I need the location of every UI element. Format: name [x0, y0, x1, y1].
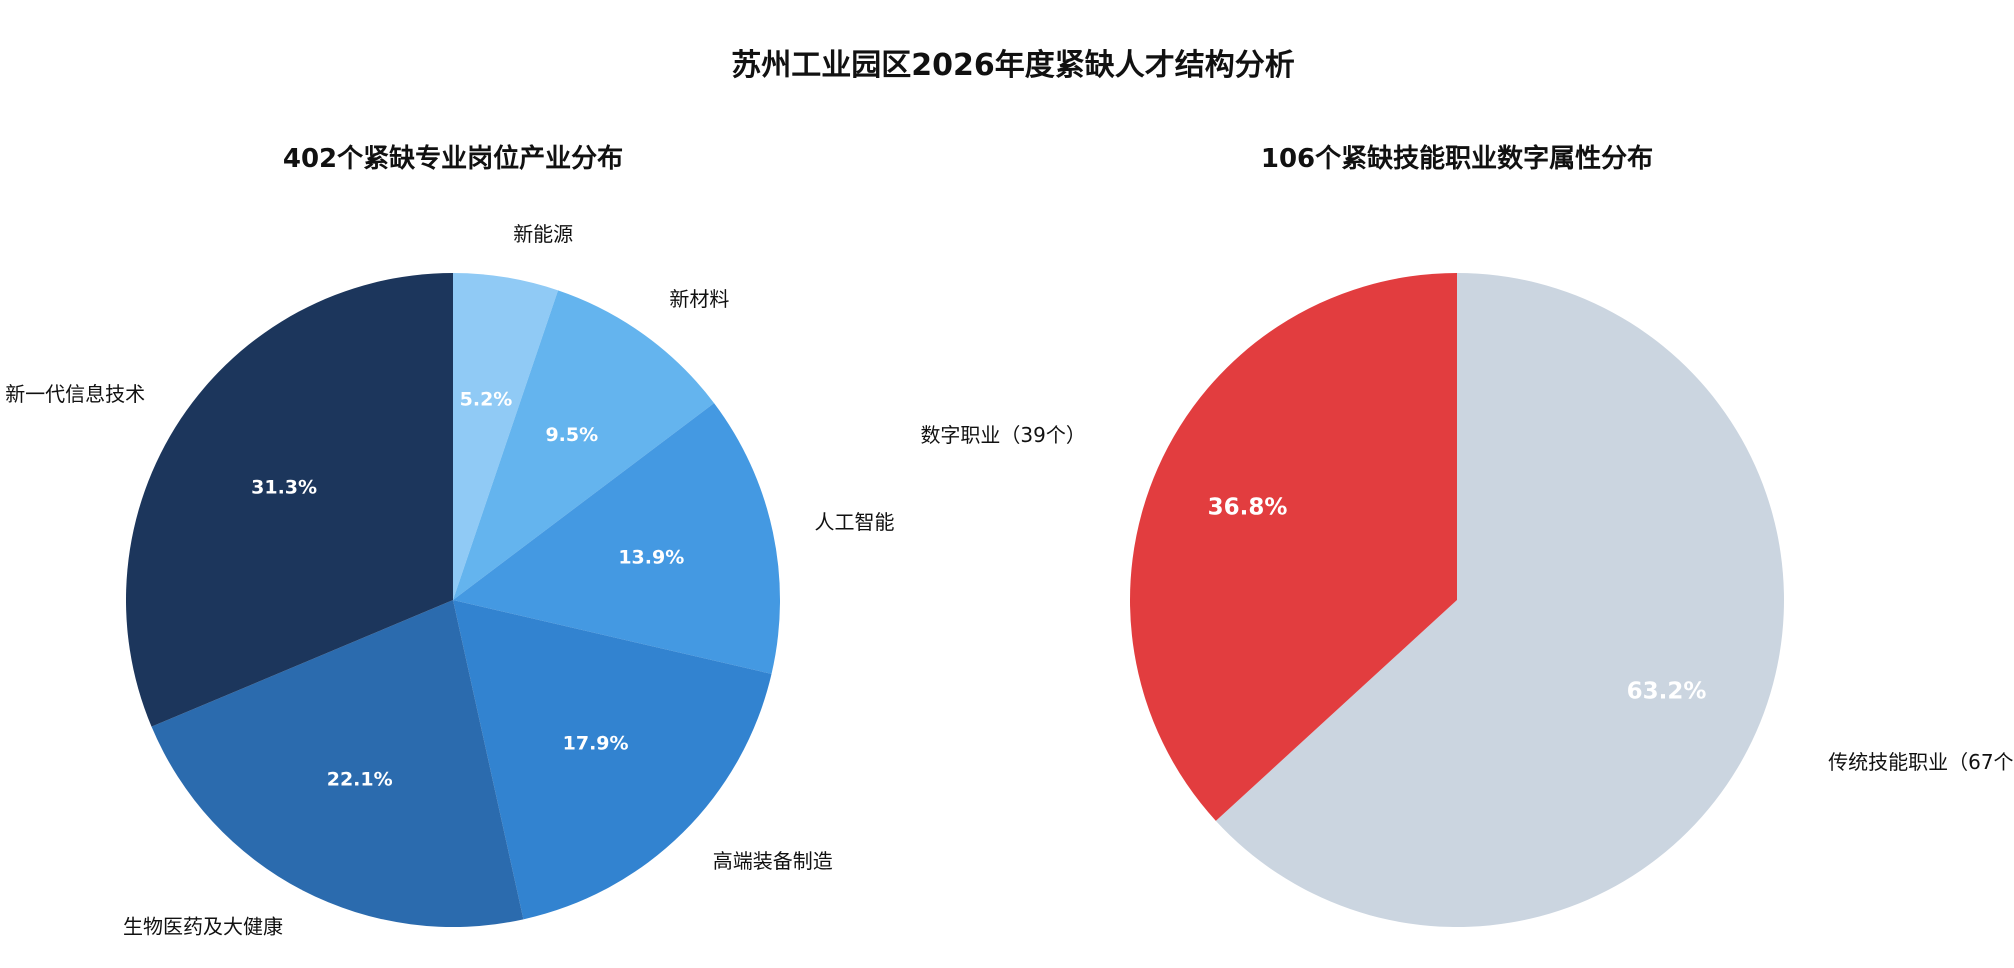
- left-slice-category-label: 新能源: [513, 222, 573, 246]
- left-pie-slice: [151, 600, 524, 927]
- left-pie-slice: [453, 290, 715, 600]
- left-slice-percent-label: 5.2%: [460, 389, 513, 411]
- right-pie-chart: 63.2% 传统技能职业（67个） 36.8% 数字职业（39个）: [920, 273, 2014, 928]
- right-slice-percent-label: 63.2%: [1627, 679, 1707, 705]
- left-slice-percent-label: 13.9%: [618, 546, 684, 568]
- left-pie-slice: [453, 273, 559, 600]
- left-pie-slice: [453, 600, 772, 920]
- right-slice-percent-label: 36.8%: [1208, 494, 1288, 520]
- left-slice-percent-label: 31.3%: [251, 476, 317, 498]
- left-slice-category-label: 人工智能: [815, 510, 895, 534]
- left-slice-percent-label: 22.1%: [327, 769, 393, 791]
- right-slice-category-label: 数字职业（39个）: [920, 423, 1085, 447]
- left-chart-title: 402个紧缺专业岗位产业分布: [283, 143, 623, 174]
- right-chart-title: 106个紧缺技能职业数字属性分布: [1261, 143, 1653, 174]
- left-slice-category-label: 生物医药及大健康: [123, 915, 283, 939]
- left-pie-chart: 5.2% 新能源 9.5% 新材料 13.9% 人工智能 17.9% 高端装备制造 22.1% 生…: [5, 222, 894, 939]
- left-slice-category-label: 新一代信息技术: [5, 382, 145, 406]
- left-pie-slice: [125, 273, 454, 727]
- left-slice-category-label: 新材料: [669, 287, 729, 311]
- right-pie-slice: [1215, 273, 1785, 928]
- figure-title: 苏州工业园区2026年度紧缺人才结构分析: [731, 48, 1295, 83]
- left-slice-percent-label: 17.9%: [563, 733, 629, 755]
- right-slice-category-label: 传统技能职业（67个）: [1828, 750, 2014, 774]
- left-slice-percent-label: 9.5%: [545, 424, 598, 446]
- left-pie-slice: [453, 403, 781, 674]
- right-pie-slice: [1130, 273, 1457, 821]
- left-slice-category-label: 高端装备制造: [713, 849, 833, 873]
